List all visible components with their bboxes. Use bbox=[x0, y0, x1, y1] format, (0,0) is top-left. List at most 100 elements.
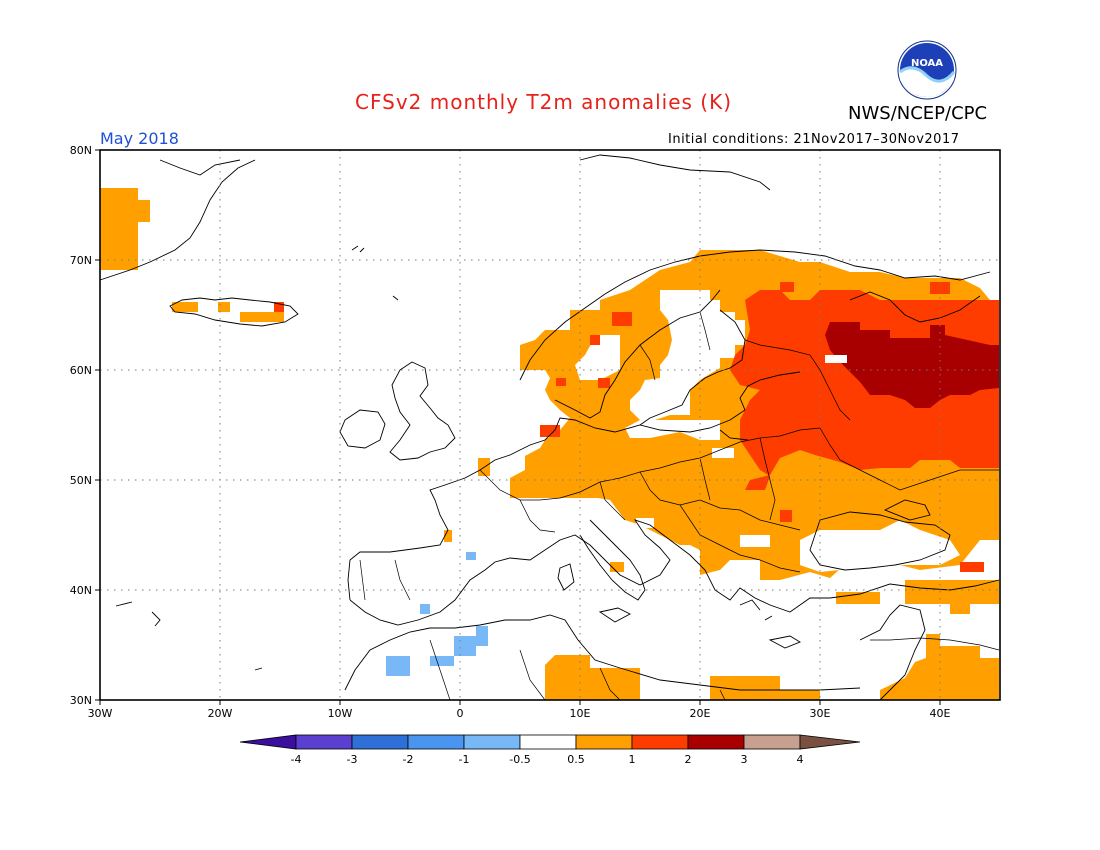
coastline bbox=[849, 291, 981, 323]
border bbox=[479, 427, 821, 501]
anomaly-patch bbox=[836, 592, 880, 604]
colorbar-label: 2 bbox=[685, 753, 692, 766]
lon-label: 40E bbox=[930, 707, 951, 720]
anomaly-patch bbox=[590, 335, 600, 345]
anomaly-patch bbox=[100, 188, 150, 270]
colorbar-swatch bbox=[463, 734, 521, 750]
border bbox=[744, 339, 851, 421]
lat-label: 80N bbox=[70, 144, 92, 157]
anomaly-patch bbox=[950, 604, 970, 614]
lon-label: 10E bbox=[570, 707, 591, 720]
anomaly-patch bbox=[575, 335, 620, 380]
border bbox=[679, 504, 801, 573]
lon-label: 30W bbox=[88, 707, 113, 720]
anomaly-patch bbox=[598, 378, 610, 388]
anomaly-patch bbox=[218, 302, 230, 312]
colorbar-swatch bbox=[295, 734, 353, 750]
lat-label: 50N bbox=[70, 474, 92, 487]
anomaly-patch bbox=[630, 290, 745, 420]
anomaly-patch bbox=[386, 656, 410, 676]
tick-marks bbox=[95, 149, 941, 705]
lon-label: 10W bbox=[328, 707, 353, 720]
colorbar-swatch bbox=[519, 734, 577, 750]
anomaly-patch bbox=[274, 302, 284, 312]
anomaly-fill-layer bbox=[100, 188, 999, 700]
colorbar-label: 1 bbox=[629, 753, 636, 766]
anomaly-patch bbox=[172, 302, 198, 312]
anomaly-patch bbox=[444, 530, 452, 542]
agency-label: NWS/NCEP/CPC bbox=[848, 103, 988, 124]
colorbar-swatch bbox=[575, 734, 633, 750]
anomaly-patch bbox=[610, 562, 624, 572]
anomaly-patch bbox=[625, 420, 720, 440]
anomaly-patch bbox=[420, 604, 430, 614]
colorbar-label: 4 bbox=[797, 753, 804, 766]
forecast-period: May 2018 bbox=[100, 129, 179, 148]
coastline-layer bbox=[99, 154, 1000, 701]
coastline bbox=[344, 614, 861, 691]
border bbox=[870, 637, 1000, 651]
coastline bbox=[519, 249, 991, 381]
coastline bbox=[99, 159, 256, 281]
anomaly-patch bbox=[740, 535, 770, 547]
anomaly-patch bbox=[780, 282, 794, 292]
anomaly-patch bbox=[825, 355, 847, 363]
colorbar-label: 0.5 bbox=[567, 753, 585, 766]
lat-label: 60N bbox=[70, 364, 92, 377]
colorbar-label: -4 bbox=[291, 753, 302, 766]
anomaly-patch bbox=[612, 312, 632, 326]
initial-conditions: Initial conditions: 21Nov2017–30Nov2017 bbox=[668, 132, 960, 147]
coastline bbox=[579, 154, 771, 191]
coastline bbox=[349, 519, 1000, 626]
map-title: CFSv2 monthly T2m anomalies (K) bbox=[355, 90, 732, 114]
colorbar-swatch bbox=[687, 734, 745, 750]
anomaly-patch bbox=[466, 552, 476, 560]
colorbar-labels: -4 -3 -2 -1 -0.5 0.5 1 2 3 4 bbox=[291, 753, 804, 766]
anomaly-patch bbox=[712, 448, 734, 458]
noaa-logo: NOAA bbox=[897, 40, 957, 100]
lat-label: 70N bbox=[70, 254, 92, 267]
anomaly-patch bbox=[825, 322, 999, 408]
coastline bbox=[557, 563, 631, 623]
colorbar-label: -0.5 bbox=[509, 753, 530, 766]
border bbox=[639, 311, 711, 381]
coastline bbox=[719, 371, 801, 441]
anomaly-patch bbox=[880, 634, 999, 700]
border bbox=[519, 471, 801, 533]
colorbar-swatch bbox=[407, 734, 465, 750]
coastline bbox=[347, 409, 746, 601]
lat-label: 40N bbox=[70, 584, 92, 597]
border bbox=[429, 639, 726, 701]
lat-labels: 80N 70N 60N 50N 40N 30N bbox=[70, 144, 92, 707]
colorbar-swatch bbox=[743, 734, 801, 750]
anomaly-patch bbox=[454, 626, 488, 656]
colorbar-label: -3 bbox=[347, 753, 358, 766]
anomaly-patch bbox=[960, 562, 984, 572]
anomaly-patch bbox=[710, 676, 820, 700]
colorbar-label: -1 bbox=[459, 753, 470, 766]
coastline bbox=[169, 297, 299, 327]
colorbar-swatch bbox=[351, 734, 409, 750]
colorbar bbox=[239, 734, 861, 750]
coastline bbox=[579, 519, 646, 601]
lon-label: 30E bbox=[810, 707, 831, 720]
colorbar-label: 3 bbox=[741, 753, 748, 766]
lon-label: 20E bbox=[690, 707, 711, 720]
anomaly-patch bbox=[545, 655, 640, 700]
graticule bbox=[100, 150, 1000, 700]
colorbar-swatch bbox=[239, 734, 297, 750]
border bbox=[359, 559, 411, 601]
colorbar-swatch bbox=[631, 734, 689, 750]
coastline bbox=[809, 511, 951, 571]
colorbar-label: -2 bbox=[403, 753, 414, 766]
anomaly-patch bbox=[430, 656, 454, 666]
coastline bbox=[115, 601, 263, 671]
coastline bbox=[859, 604, 926, 701]
coastline bbox=[739, 599, 802, 649]
border-layer bbox=[359, 311, 1000, 701]
colorbar-swatch bbox=[799, 734, 861, 750]
anomaly-patch bbox=[556, 378, 566, 386]
logo-text: NOAA bbox=[911, 58, 943, 69]
lat-label: 30N bbox=[70, 694, 92, 707]
